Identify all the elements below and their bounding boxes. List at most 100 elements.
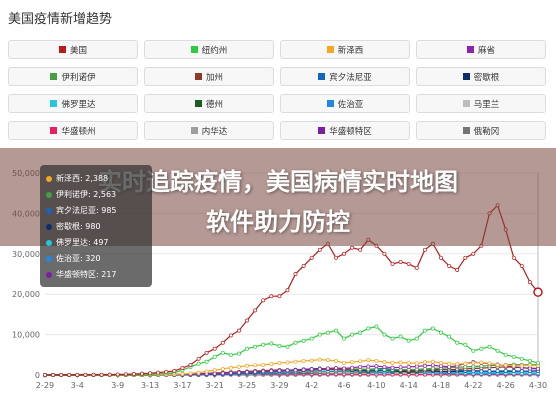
legend-item-0[interactable]: 美国: [8, 40, 138, 59]
data-point: [228, 352, 233, 357]
data-point: [277, 360, 282, 365]
legend-swatch: [462, 127, 470, 134]
data-point: [447, 364, 452, 369]
data-point: [366, 326, 371, 331]
data-point: [317, 247, 322, 252]
data-point: [43, 373, 47, 377]
data-point: [463, 364, 468, 369]
x-tick-label: 4-18: [432, 381, 450, 390]
data-point: [430, 359, 435, 364]
data-point: [269, 341, 274, 346]
banner-line-2: 软件助力防控: [206, 208, 350, 236]
data-point: [156, 370, 161, 375]
data-point: [342, 360, 346, 365]
legend-label: 内华达: [201, 126, 228, 137]
data-point: [220, 340, 225, 345]
data-point: [350, 245, 355, 250]
data-point: [390, 360, 395, 365]
legend-item-1[interactable]: 纽约州: [144, 40, 274, 59]
y-tick-label: 0: [35, 371, 40, 380]
tooltip-text: 佐治亚: 320: [56, 254, 101, 263]
data-point: [204, 369, 209, 374]
data-point: [342, 336, 346, 341]
data-point: [479, 369, 484, 374]
legend-label: 加州: [205, 72, 223, 83]
tooltip-dot: [46, 191, 52, 198]
legend-label: 新泽西: [337, 45, 364, 56]
data-point: [519, 356, 524, 361]
data-point: [503, 352, 508, 357]
x-tick-label: 4-14: [400, 381, 418, 390]
data-point: [455, 362, 460, 367]
data-point: [293, 272, 298, 276]
y-tick-label: 30,000: [12, 250, 40, 259]
legend-item-12[interactable]: 华盛顿州: [8, 121, 138, 140]
y-tick-label: 20,000: [12, 290, 40, 299]
x-tick-label: 3-17: [173, 381, 191, 390]
data-point: [463, 255, 468, 260]
legend-swatch: [326, 46, 334, 53]
data-point: [495, 348, 500, 353]
data-point: [398, 365, 403, 370]
data-point: [527, 358, 532, 363]
legend-label: 佐治亚: [337, 99, 364, 110]
data-point: [422, 366, 427, 371]
legend-swatch: [190, 46, 198, 53]
data-point: [220, 366, 225, 371]
data-point: [91, 372, 96, 377]
data-point: [366, 358, 371, 363]
legend-item-11[interactable]: 马里兰: [416, 94, 546, 113]
legend-label: 华盛顿特区: [329, 126, 372, 137]
data-point: [301, 263, 306, 268]
legend-item-2[interactable]: 新泽西: [280, 40, 410, 59]
x-tick-label: 3-29: [270, 381, 288, 390]
data-point: [253, 363, 258, 368]
legend-item-14[interactable]: 华盛顿特区: [280, 121, 410, 140]
data-point: [140, 371, 144, 376]
legend-item-8[interactable]: 佛罗里达: [8, 94, 138, 113]
data-point: [350, 365, 355, 370]
legend-item-3[interactable]: 麻省: [416, 40, 546, 59]
legend-label: 俄勒冈: [473, 126, 500, 137]
legend-swatch: [462, 100, 470, 107]
data-point: [398, 360, 403, 365]
data-point: [495, 362, 500, 367]
data-point: [285, 368, 290, 373]
data-point: [51, 373, 56, 377]
data-point: [487, 369, 492, 374]
legend-item-10[interactable]: 佐治亚: [280, 94, 410, 113]
tooltip-row: 佛罗里达: 497: [46, 237, 109, 248]
legend-item-5[interactable]: 加州: [144, 67, 274, 86]
tooltip-dot: [46, 223, 52, 230]
legend-item-4[interactable]: 伊利诺伊: [8, 67, 138, 86]
data-point: [277, 294, 282, 299]
legend-item-6[interactable]: 宾夕法尼亚: [280, 67, 410, 86]
tooltip-row: 密歇根: 980: [46, 221, 101, 232]
legend-item-9[interactable]: 德州: [144, 94, 274, 113]
legend-item-7[interactable]: 密歇根: [416, 67, 546, 86]
data-point: [245, 370, 249, 375]
data-point: [511, 354, 516, 359]
data-point: [245, 363, 249, 368]
data-point: [237, 328, 241, 333]
data-point: [83, 372, 88, 377]
banner-line-1: 实时追踪疫情，美国病情实时地图: [98, 168, 458, 196]
data-point: [317, 332, 322, 337]
data-point: [253, 369, 258, 374]
data-point: [59, 372, 64, 377]
data-point: [422, 360, 427, 365]
data-point: [390, 261, 395, 266]
tooltip-row: 新泽西: 2,388: [46, 173, 108, 184]
data-point: [487, 361, 492, 366]
data-point: [495, 369, 500, 373]
legend-item-15[interactable]: 俄勒冈: [416, 121, 546, 140]
data-point: [317, 366, 322, 371]
data-point: [527, 366, 532, 371]
legend-swatch: [326, 100, 334, 107]
data-point: [455, 268, 460, 272]
x-tick-label: 4-22: [464, 381, 482, 390]
data-point: [261, 298, 266, 303]
data-point: [447, 263, 452, 268]
tooltip-text: 华盛顿特区: 217: [56, 270, 117, 279]
legend-item-13[interactable]: 内华达: [144, 121, 274, 140]
